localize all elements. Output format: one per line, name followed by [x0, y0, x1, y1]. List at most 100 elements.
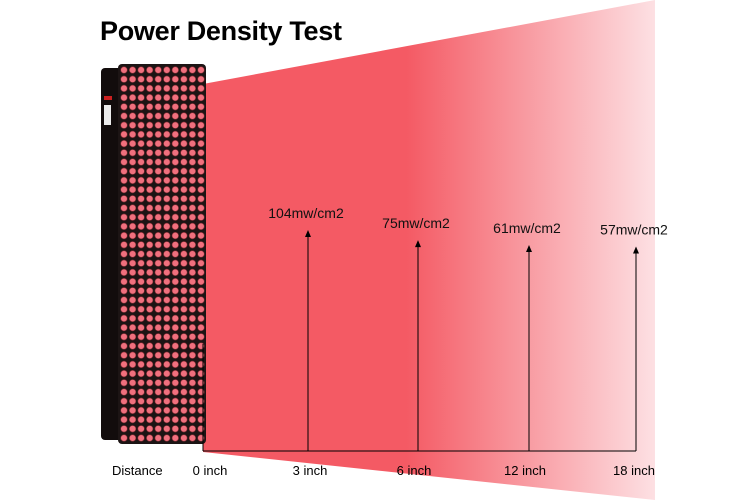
led-icon	[154, 232, 162, 240]
led-icon	[129, 75, 137, 83]
led-icon	[180, 351, 188, 359]
led-icon	[188, 259, 196, 267]
red-light-panel-icon	[101, 64, 206, 444]
led-icon	[129, 434, 137, 442]
led-icon	[120, 425, 128, 433]
led-icon	[154, 324, 162, 332]
led-icon	[188, 213, 196, 221]
led-icon	[137, 84, 145, 92]
led-icon	[154, 379, 162, 387]
led-icon	[180, 388, 188, 396]
led-icon	[163, 158, 171, 166]
led-icon	[120, 416, 128, 424]
led-icon	[137, 278, 145, 286]
led-icon	[154, 278, 162, 286]
led-icon	[146, 167, 154, 175]
led-icon	[154, 287, 162, 295]
led-icon	[146, 93, 154, 102]
led-icon	[137, 342, 145, 350]
led-icon	[163, 360, 171, 369]
led-icon	[154, 305, 162, 313]
led-icon	[137, 379, 145, 387]
led-icon	[120, 333, 128, 341]
led-icon	[180, 140, 188, 148]
led-icon	[163, 296, 171, 304]
led-icon	[188, 425, 196, 433]
led-icon	[146, 296, 154, 304]
led-icon	[154, 314, 162, 323]
led-icon	[180, 158, 188, 166]
led-icon	[180, 66, 188, 74]
led-icon	[146, 434, 154, 442]
arrow-up-icon	[305, 230, 311, 237]
led-icon	[146, 121, 154, 129]
led-icon	[146, 314, 154, 323]
led-icon	[163, 222, 171, 230]
led-icon	[146, 186, 154, 194]
led-icon	[171, 379, 179, 387]
led-icon	[180, 360, 188, 369]
data-label: 104mw/cm2	[268, 205, 344, 221]
arrow-up-icon	[633, 246, 639, 254]
led-icon	[137, 204, 145, 212]
led-icon	[197, 268, 205, 277]
led-icon	[163, 130, 171, 138]
led-icon	[146, 75, 154, 83]
led-icon	[146, 416, 154, 424]
tick-label: 18 inch	[613, 463, 655, 478]
led-icon	[146, 397, 154, 405]
led-icon	[197, 84, 205, 92]
led-icon	[163, 121, 171, 129]
led-icon	[188, 278, 196, 286]
led-icon	[154, 259, 162, 267]
panel-switch-icon	[104, 96, 112, 100]
led-icon	[129, 213, 137, 221]
led-icon	[180, 176, 188, 184]
led-icon	[120, 305, 128, 313]
led-icon	[146, 213, 154, 221]
led-icon	[171, 241, 179, 249]
led-icon	[146, 342, 154, 350]
led-icon	[197, 103, 205, 111]
led-icon	[163, 84, 171, 92]
led-icon	[129, 241, 137, 249]
led-icon	[137, 305, 145, 313]
led-icon	[163, 342, 171, 350]
led-icon	[171, 416, 179, 424]
led-icon	[163, 204, 171, 212]
led-icon	[120, 112, 128, 120]
led-icon	[180, 287, 188, 295]
led-icon	[197, 158, 205, 166]
led-icon	[180, 268, 188, 277]
led-icon	[120, 103, 128, 111]
led-icon	[146, 176, 154, 184]
data-label: 61mw/cm2	[493, 220, 561, 236]
led-icon	[171, 93, 179, 102]
led-icon	[197, 222, 205, 230]
led-icon	[120, 195, 128, 203]
led-icon	[188, 342, 196, 350]
led-icon	[146, 84, 154, 92]
led-icon	[129, 314, 137, 323]
led-icon	[188, 351, 196, 359]
led-icon	[154, 204, 162, 212]
led-icon	[188, 176, 196, 184]
led-icon	[137, 232, 145, 240]
led-icon	[129, 112, 137, 120]
led-icon	[171, 314, 179, 323]
led-icon	[137, 158, 145, 166]
led-icon	[137, 324, 145, 332]
led-icon	[188, 130, 196, 138]
led-icon	[163, 434, 171, 442]
led-icon	[197, 213, 205, 221]
led-icon	[180, 103, 188, 111]
led-icon	[129, 370, 137, 378]
led-icon	[188, 379, 196, 387]
led-icon	[163, 370, 171, 378]
led-icon	[163, 103, 171, 111]
led-icon	[146, 140, 154, 148]
led-icon	[197, 314, 205, 323]
led-icon	[146, 351, 154, 359]
led-icon	[171, 121, 179, 129]
led-icon	[129, 232, 137, 240]
